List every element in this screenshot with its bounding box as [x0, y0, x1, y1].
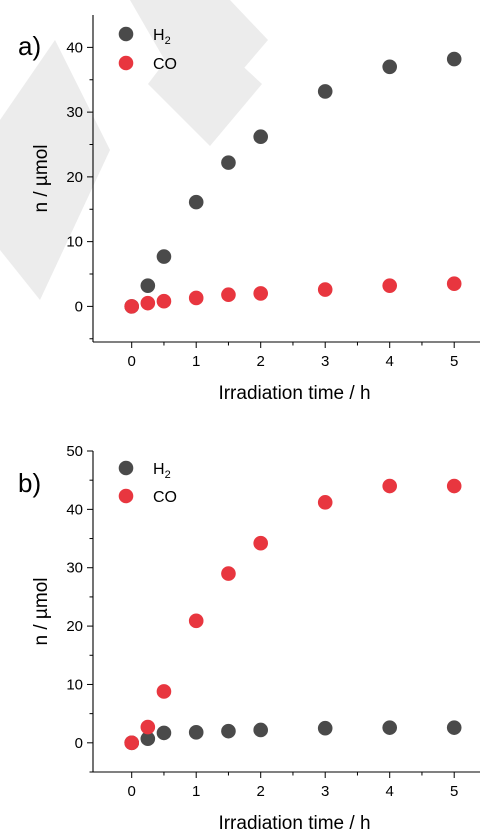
y-tick-label: 30: [66, 560, 83, 577]
data-point-co: [253, 535, 268, 551]
y-axis-title: n / µmol: [31, 145, 52, 213]
data-point-co: [188, 613, 204, 629]
x-tick-label: 2: [257, 353, 265, 370]
y-tick-label: 40: [66, 39, 83, 56]
x-tick-label: 0: [128, 783, 136, 800]
data-point-co: [124, 735, 139, 751]
panel-label: b): [18, 468, 41, 498]
y-tick-label: 30: [66, 104, 83, 121]
legend-marker: [118, 488, 134, 504]
data-point-h2: [156, 249, 172, 264]
data-point-co: [188, 290, 204, 306]
data-point-h2: [317, 720, 333, 736]
legend-label: H2: [153, 461, 171, 481]
data-point-co: [317, 282, 333, 297]
data-point-h2: [140, 731, 156, 747]
data-point-co: [156, 684, 172, 699]
panel-label: a): [18, 31, 41, 61]
y-tick-label: 20: [66, 169, 83, 186]
data-point-h2: [382, 720, 398, 735]
legend-marker: [118, 26, 134, 42]
data-point-h2: [317, 84, 333, 99]
data-point-co: [221, 566, 236, 581]
data-point-h2: [188, 194, 204, 210]
data-point-h2: [253, 722, 268, 738]
panel-a: 0 1 2 3 4 5 0 10 20 30 40 Irradiation time / h n / µ…: [18, 15, 480, 404]
data-point-co: [382, 278, 398, 293]
x-axis-title: Irradiation time / h: [218, 813, 370, 834]
x-tick-label: 4: [386, 353, 394, 370]
y-tick-label: 0: [75, 298, 83, 315]
legend-label-main: H: [153, 27, 165, 44]
x-tick-label: 5: [450, 353, 458, 370]
data-point-h2: [156, 725, 172, 741]
y-tick-label: 20: [66, 618, 83, 635]
data-point-co: [156, 293, 172, 309]
data-point-h2: [446, 720, 462, 735]
legend-label-main: H: [153, 461, 165, 478]
legend-marker: [118, 460, 134, 476]
x-tick-label: 5: [450, 783, 458, 800]
y-axis-title: n / µmol: [31, 578, 52, 646]
x-tick-label: 2: [257, 783, 265, 800]
x-axis-title: Irradiation time / h: [218, 383, 370, 404]
data-point-co: [446, 276, 462, 292]
y-tick-label: 10: [66, 234, 83, 251]
data-point-co: [253, 286, 268, 301]
x-tick-label: 3: [321, 353, 329, 370]
watermark: [0, 0, 268, 300]
legend-label-main: CO: [153, 56, 177, 73]
legend-label-main: CO: [153, 489, 177, 506]
x-tick-label: 4: [386, 783, 394, 800]
data-point-co: [124, 299, 139, 314]
data-point-co: [140, 295, 156, 311]
x-tick-label: 1: [192, 353, 200, 370]
y-tick-label: 50: [66, 443, 83, 460]
x-tick-label: 3: [321, 783, 329, 800]
x-tick-label: 1: [192, 783, 200, 800]
legend-label: CO: [153, 56, 177, 73]
legend-label-subscript: 2: [165, 469, 171, 481]
y-tick-label: 40: [66, 501, 83, 518]
y-tick-label: 0: [75, 735, 83, 752]
x-tick-label: 0: [128, 353, 136, 370]
data-point-h2: [446, 51, 462, 67]
data-point-co: [221, 287, 236, 303]
data-point-h2: [253, 129, 268, 145]
data-point-co: [446, 478, 462, 494]
legend-label: H2: [153, 27, 171, 47]
data-point-h2: [188, 725, 204, 740]
legend-label-subscript: 2: [165, 35, 171, 47]
legend-label: CO: [153, 489, 177, 506]
data-point-h2: [221, 723, 236, 739]
data-point-h2: [382, 59, 398, 75]
data-point-h2: [140, 278, 156, 293]
data-point-co: [382, 478, 398, 494]
data-point-co: [317, 495, 333, 510]
y-tick-label: 10: [66, 676, 83, 693]
data-point-co: [140, 719, 156, 735]
data-point-h2: [221, 155, 236, 170]
legend-marker: [118, 55, 134, 71]
